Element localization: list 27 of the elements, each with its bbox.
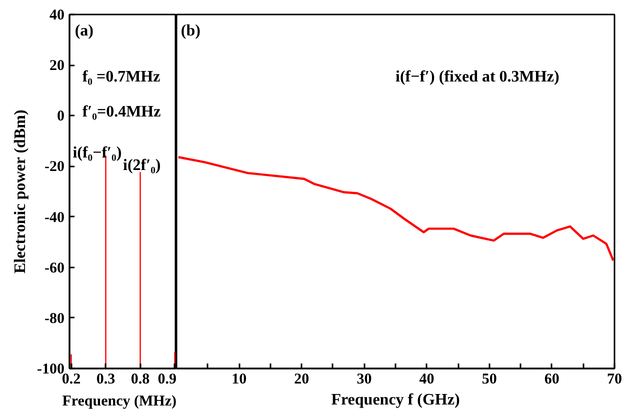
y-axis-title: Electronic power (dBm) — [12, 110, 30, 274]
x-tick-label: 0.8 — [130, 372, 150, 388]
x-axis-title: Frequency (MHz) — [62, 394, 177, 410]
y-tick-label: -40 — [44, 210, 65, 226]
y-tick-label: -80 — [44, 310, 65, 327]
y-tick-label: 0 — [57, 108, 64, 125]
annotation: (b) — [180, 22, 200, 40]
annotation: (a) — [74, 22, 94, 40]
y-tick-label: 40 — [50, 8, 64, 24]
x-tick-label: 30 — [356, 372, 372, 388]
x-tick-label: 0.9 — [158, 372, 176, 388]
annotation: i(2f′₀) — [123, 156, 161, 174]
x-axis-title: Frequency f (GHz) — [331, 392, 460, 408]
annotation: i(f−f′) (fixed at 0.3MHz) — [396, 68, 560, 86]
y-tick-label: -60 — [44, 260, 65, 276]
x-tick-label: 50 — [482, 372, 497, 388]
x-tick-label: 20 — [294, 372, 310, 388]
y-tick-label: 20 — [50, 58, 64, 74]
annotation: i(f₀−f′₀) — [72, 144, 122, 162]
annotation: f₀ =0.7MHz — [82, 68, 160, 86]
y-tick-label: -20 — [44, 159, 65, 176]
x-tick-label: 10 — [232, 372, 247, 388]
x-tick-label: 60 — [544, 372, 560, 388]
annotation: f′₀=0.4MHz — [82, 104, 161, 121]
x-tick-label: 40 — [419, 372, 434, 388]
x-tick-label: 0.3 — [96, 372, 116, 388]
x-tick-label: 70 — [607, 372, 622, 388]
